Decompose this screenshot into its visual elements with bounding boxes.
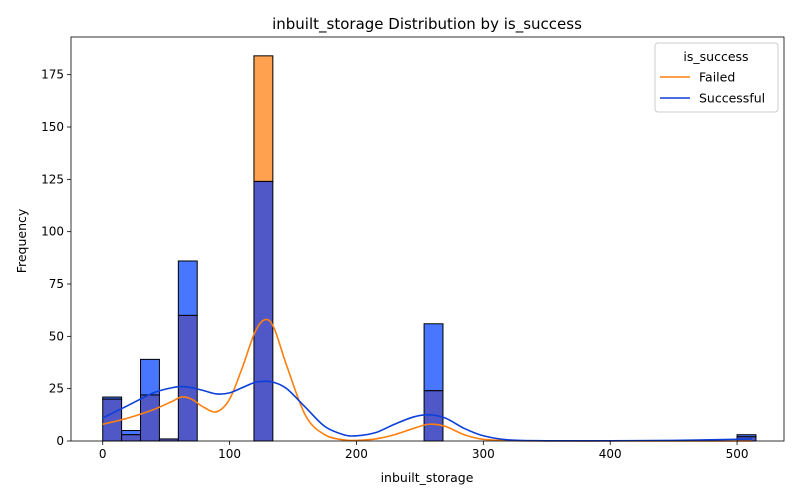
y-tick-label: 125 bbox=[41, 172, 64, 186]
y-tick-label: 0 bbox=[56, 434, 64, 448]
bar-successful bbox=[423, 323, 444, 392]
chart-title: inbuilt_storage Distribution by is_succe… bbox=[272, 15, 582, 34]
x-tick-label: 200 bbox=[345, 447, 368, 461]
x-axis: 0 100 200 300 400 500 bbox=[99, 441, 749, 461]
legend-label-successful: Successful bbox=[699, 91, 765, 106]
legend: is_success Failed Successful bbox=[654, 42, 779, 113]
kde-line-successful bbox=[102, 380, 753, 442]
plot-frame bbox=[70, 36, 785, 442]
x-tick-label: 500 bbox=[726, 447, 749, 461]
y-tick-label: 175 bbox=[41, 68, 64, 82]
y-tick-label: 150 bbox=[41, 120, 64, 134]
bar-successful bbox=[177, 260, 198, 316]
bar-overlap bbox=[177, 314, 198, 442]
x-tick-label: 400 bbox=[599, 447, 622, 461]
bars-layer bbox=[102, 55, 757, 442]
y-tick-label: 50 bbox=[49, 329, 64, 343]
bar-overlap bbox=[121, 434, 142, 442]
y-tick-label: 100 bbox=[41, 225, 64, 239]
legend-label-failed: Failed bbox=[699, 70, 735, 85]
y-axis: 0 25 50 75 100 125 150 175 bbox=[41, 68, 71, 448]
bar-overlap bbox=[253, 180, 274, 442]
x-axis-label: inbuilt_storage bbox=[381, 470, 474, 485]
legend-box bbox=[654, 42, 779, 113]
bar-successful bbox=[140, 358, 160, 396]
x-tick-label: 100 bbox=[218, 447, 241, 461]
bar-overlap bbox=[140, 394, 160, 442]
x-tick-label: 300 bbox=[472, 447, 495, 461]
legend-title: is_success bbox=[683, 49, 748, 64]
bar-successful bbox=[121, 430, 142, 436]
y-tick-label: 75 bbox=[49, 277, 64, 291]
kde-layer bbox=[102, 318, 753, 442]
x-tick-label: 0 bbox=[99, 447, 107, 461]
y-tick-label: 25 bbox=[49, 382, 64, 396]
y-axis-label: Frequency bbox=[14, 208, 29, 273]
bar-failed bbox=[253, 55, 274, 182]
